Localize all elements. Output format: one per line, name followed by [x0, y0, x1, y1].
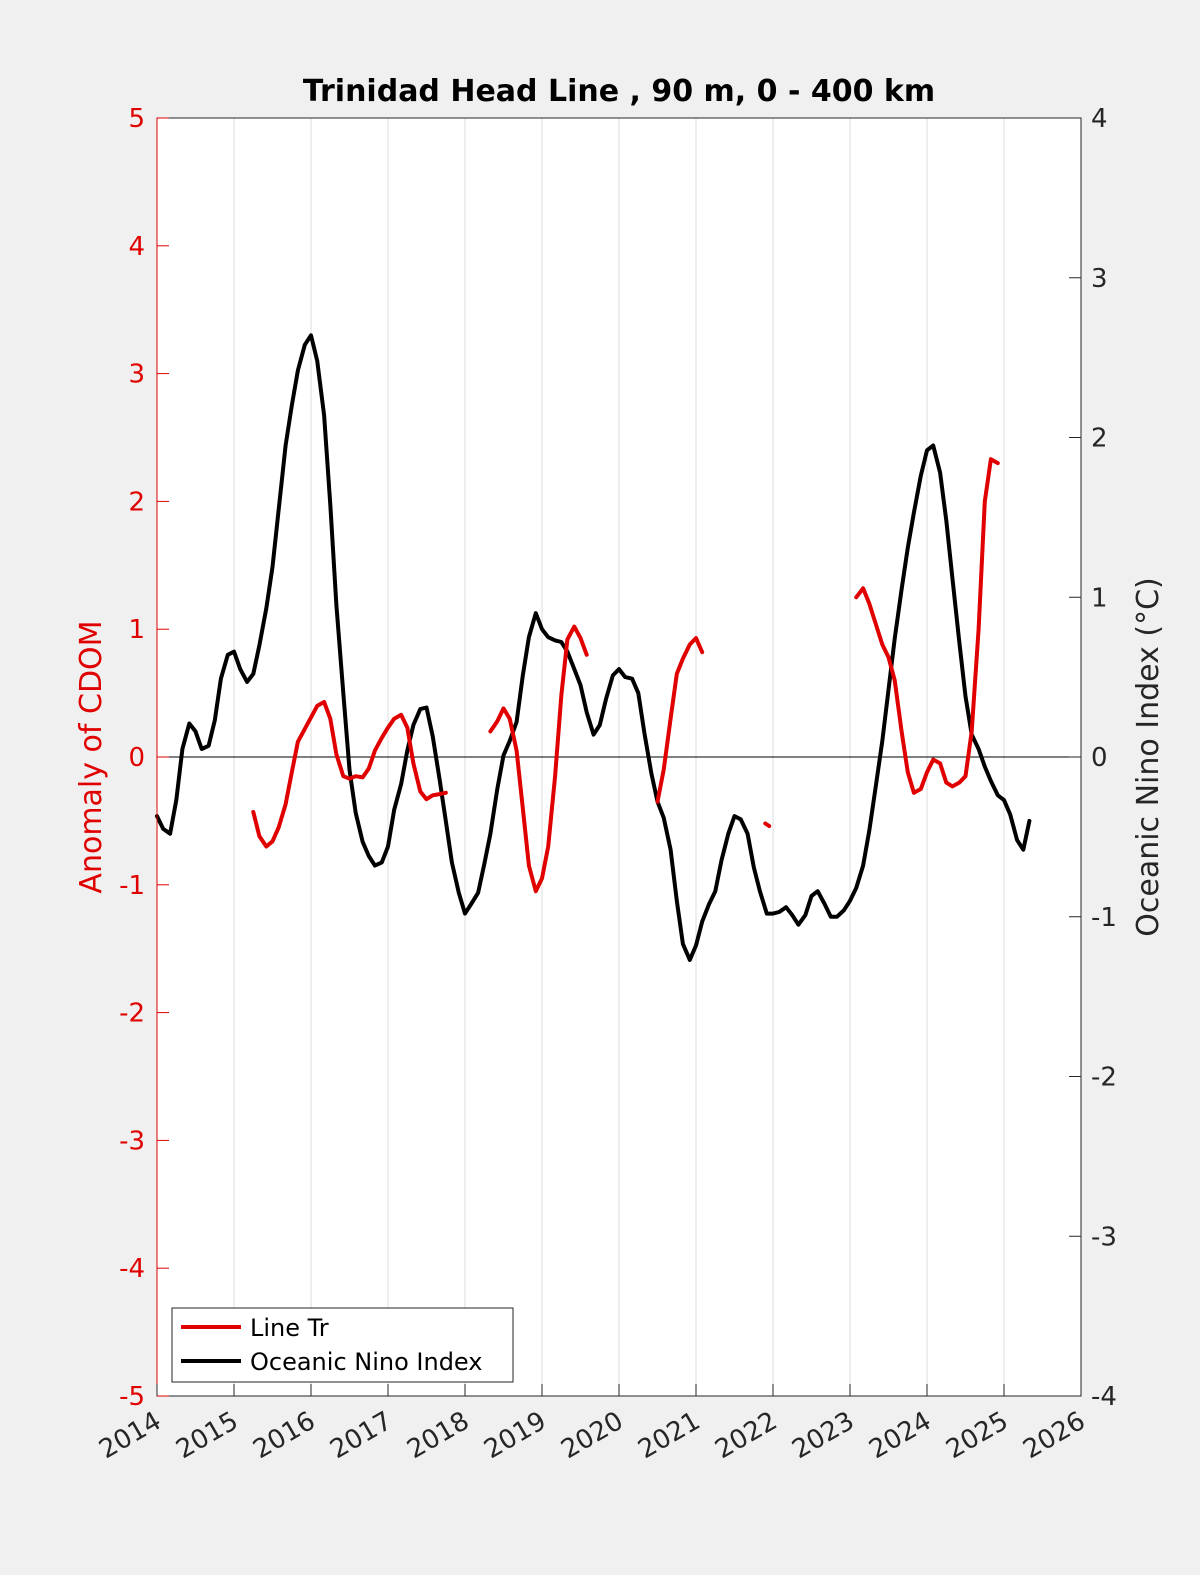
series-lines — [155, 333, 1032, 962]
left-tick-label: 5 — [128, 104, 145, 134]
left-tick-label: -3 — [119, 1126, 145, 1156]
series-line-tr-segment — [488, 624, 589, 894]
left-y-axis: -5 -4 -3 -2 -1 0 1 2 3 4 5 — [119, 104, 169, 1412]
left-tick-label: 2 — [128, 487, 145, 517]
right-tick-label: 0 — [1091, 743, 1108, 773]
series-line-tr-segment — [655, 636, 705, 804]
legend-label-oni: Oceanic Nino Index — [250, 1348, 482, 1376]
chart-title: Trinidad Head Line , 90 m, 0 - 400 km — [303, 74, 935, 109]
right-tick-label: 4 — [1091, 104, 1108, 134]
left-tick-label: -5 — [119, 1382, 145, 1412]
right-tick-label: 3 — [1091, 264, 1108, 294]
left-tick-label: 3 — [128, 360, 145, 390]
right-tick-label: -4 — [1091, 1382, 1117, 1412]
series-line-tr-segment — [763, 821, 772, 828]
right-tick-label: -3 — [1091, 1222, 1117, 1252]
right-tick-label: -1 — [1091, 903, 1117, 933]
series-line-tr-segment — [854, 457, 1000, 795]
right-tick-label: -2 — [1091, 1063, 1117, 1093]
legend: Line Tr Oceanic Nino Index — [171, 1307, 514, 1383]
right-y-axis: -4 -3 -2 -1 0 1 2 3 4 — [1069, 104, 1117, 1412]
y-axis-label-left: Anomaly of CDOM — [74, 620, 109, 893]
left-tick-label: -2 — [119, 999, 145, 1029]
series-oni-segment — [155, 333, 1032, 962]
left-tick-label: -1 — [119, 871, 145, 901]
right-tick-label: 1 — [1091, 583, 1108, 613]
left-tick-label: 0 — [128, 743, 145, 773]
legend-box — [171, 1307, 514, 1383]
left-tick-label: -4 — [119, 1254, 145, 1284]
left-tick-label: 4 — [128, 232, 145, 262]
series-line-tr-segment — [251, 700, 448, 849]
right-tick-label: 2 — [1091, 424, 1108, 454]
y-axis-label-right: Oceanic Nino Index (°C) — [1131, 577, 1166, 937]
left-tick-label: 1 — [128, 615, 145, 645]
legend-label-line-tr: Line Tr — [250, 1314, 329, 1342]
